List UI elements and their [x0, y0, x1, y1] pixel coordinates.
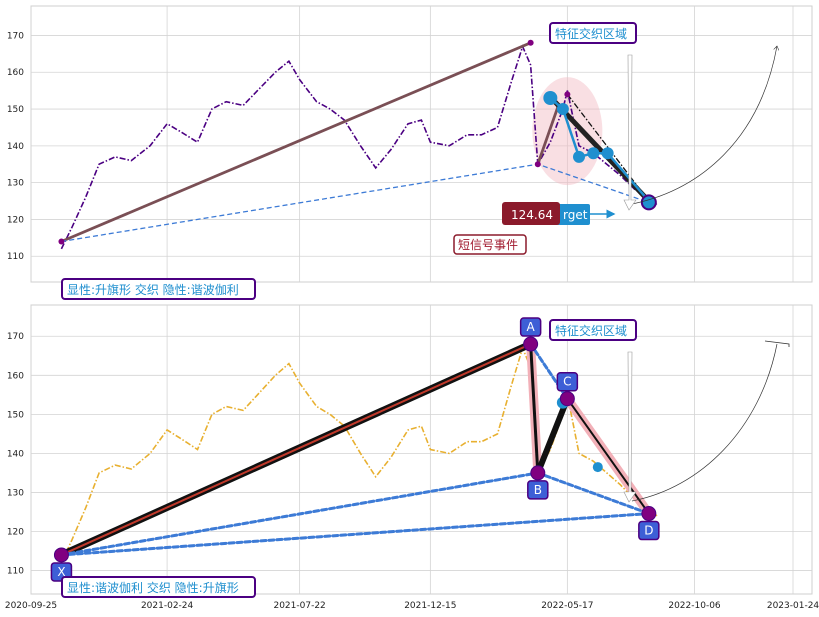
svg-text:显性:升旗形 交织 隐性:谐波伽利: 显性:升旗形 交织 隐性:谐波伽利 [67, 282, 239, 297]
y-tick-label: 140 [7, 449, 24, 459]
signal-point [543, 91, 558, 105]
leg-bc [534, 395, 571, 476]
pattern-point-b [530, 465, 546, 481]
top-zone-pointer [623, 54, 637, 211]
y-tick-label: 110 [7, 567, 24, 577]
pivot-point [527, 39, 534, 46]
point-label: C [563, 375, 571, 389]
bottom-forecast-curve [631, 343, 778, 502]
signal-point [592, 462, 603, 473]
bottom-pattern-lines [57, 339, 654, 559]
y-tick-label: 170 [7, 31, 24, 41]
signal-point [601, 147, 614, 160]
short-signal-label: 短信号事件 [453, 234, 527, 255]
bottom-panel-grid [30, 305, 812, 594]
bottom-pattern-label: 显性:谐波伽利 交织 隐性:升旗形 [61, 576, 256, 598]
pattern-line-1 [536, 104, 560, 165]
y-tick-label: 160 [7, 68, 24, 78]
top-pattern-label: 显性:升旗形 交织 隐性:谐波伽利 [61, 278, 256, 300]
leg-ab [529, 342, 540, 475]
leg-cd [566, 397, 650, 515]
point-label: X [57, 565, 65, 579]
dash-xd [59, 512, 651, 557]
y-tick-label: 120 [7, 528, 24, 538]
top-forecast-arrow [631, 46, 777, 205]
y-tick-label: 160 [7, 371, 24, 381]
x-tick-label: 2022-10-06 [668, 601, 721, 611]
y-tick-label: 130 [7, 179, 24, 189]
target-point [640, 194, 657, 211]
top-panel-frame [30, 5, 813, 283]
harmonic-points: X A B C D [50, 317, 660, 582]
bottom-forecast-bracket [764, 340, 790, 347]
y-tick-label: 150 [7, 410, 24, 420]
svg-text:短信号事件: 短信号事件 [458, 238, 518, 252]
bottom-zone-pointer [623, 351, 637, 503]
top-pattern-lines [58, 39, 657, 245]
x-tick-label: 2021-12-15 [404, 601, 456, 611]
point-label: D [644, 524, 653, 538]
y-tick-label: 130 [7, 488, 24, 498]
signal-point [587, 147, 600, 160]
x-tick-label: 2021-07-22 [273, 601, 325, 611]
signal-point [572, 150, 585, 163]
x-tick-label: 2023-01-24 [767, 601, 819, 611]
svg-text:rget: rget [563, 208, 588, 222]
pattern-point-a [523, 336, 539, 352]
dash-xb [59, 471, 540, 557]
top-feature-zone-label: 特征交织区域 [549, 22, 637, 44]
bottom-y-ticks: 110 120 130 140 150 160 170 [7, 332, 24, 576]
signal-point [556, 103, 569, 116]
x-tick-label: 2021-02-24 [141, 601, 194, 611]
bottom-feature-zone-label: 特征交织区域 [549, 319, 637, 341]
pivot-point [564, 91, 571, 98]
pivot-point [534, 161, 541, 168]
point-label-box [556, 371, 579, 392]
y-tick-label: 140 [7, 142, 24, 152]
x-tick-label: 2022-05-17 [541, 601, 593, 611]
svg-text:124.64: 124.64 [511, 208, 553, 222]
svg-text:特征交织区域: 特征交织区域 [555, 26, 627, 41]
point-label-box [527, 480, 549, 500]
y-tick-label: 110 [7, 252, 24, 262]
dash-bd [536, 471, 651, 516]
pattern-point-x [53, 547, 69, 563]
point-label-box [638, 520, 660, 541]
top-y-ticks: 110 120 130 140 150 160 170 [7, 31, 24, 262]
pattern-point-c [559, 391, 575, 407]
x-axis-ticks: 2020-09-25 2021-02-24 2021-07-22 2021-12-15… [5, 601, 819, 611]
pivot-point [58, 238, 65, 245]
pattern-line-0 [60, 41, 532, 243]
point-label-box [519, 317, 542, 337]
bottom-panel-frame [30, 304, 813, 595]
x-tick-label: 2020-09-25 [5, 601, 57, 611]
target-label: rget 124.64 [502, 202, 616, 225]
leg-xa-core [60, 343, 532, 556]
pattern-point-d [641, 506, 657, 522]
svg-text:显性:谐波伽利 交织 隐性:升旗形: 显性:谐波伽利 交织 隐性:升旗形 [67, 580, 239, 595]
y-tick-label: 170 [7, 332, 24, 342]
y-tick-label: 120 [7, 215, 24, 225]
point-label: B [534, 483, 542, 497]
y-tick-label: 150 [7, 105, 24, 115]
point-label: A [527, 320, 536, 334]
svg-text:特征交织区域: 特征交织区域 [555, 323, 627, 338]
